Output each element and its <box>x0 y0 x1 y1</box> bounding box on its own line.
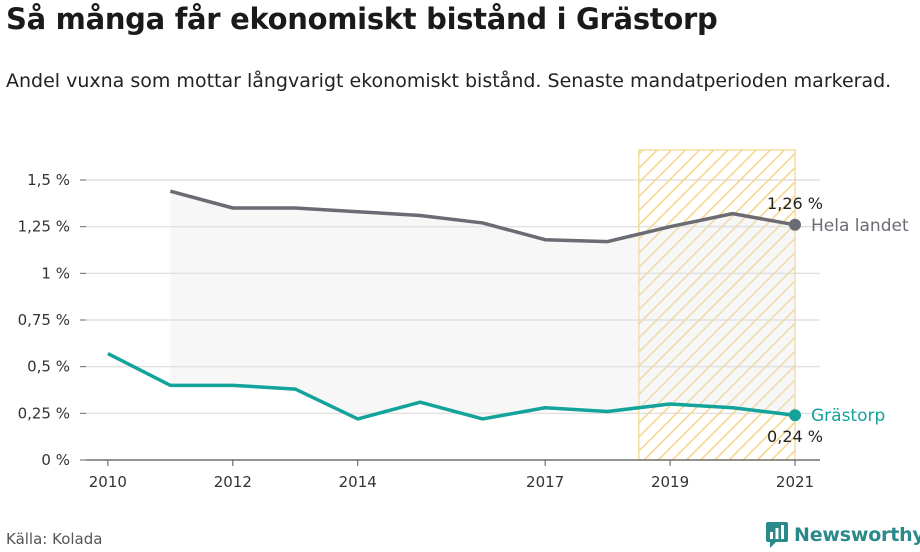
series-lines <box>107 189 802 422</box>
x-tick-label: 2019 <box>651 473 689 491</box>
x-tick-label: 2021 <box>776 473 814 491</box>
y-tick-label: 1,5 % <box>27 171 70 189</box>
x-tick-label: 2010 <box>89 473 127 491</box>
newsworthy-logo-icon <box>766 522 788 548</box>
brand-logo: Newsworthy <box>766 522 920 548</box>
x-tick-label: 2012 <box>214 473 252 491</box>
axes: 0 % 0,25 % 0,5 % 0,75 % 1 % 1,25 % 1,5 % 2010 20… <box>18 171 820 491</box>
range-fill-area <box>170 191 796 419</box>
x-tick-label: 2014 <box>339 473 377 491</box>
series-line-1 <box>169 189 796 244</box>
series-end-point-1 <box>789 218 802 231</box>
y-tick-label: 1 % <box>41 264 70 282</box>
y-tick-label: 0,5 % <box>27 358 70 376</box>
series-name-label: Grästorp <box>811 406 885 426</box>
page-title: Så många får ekonomiskt bistånd i Grästo… <box>6 2 718 36</box>
brand-name: Newsworthy <box>794 524 920 546</box>
x-tick-label: 2017 <box>526 473 564 491</box>
series-name-label: Hela landet <box>811 216 909 236</box>
series-value-label: 1,26 % <box>767 194 823 213</box>
series-line-2 <box>107 352 796 421</box>
range-fill <box>170 191 796 419</box>
page-subtitle: Andel vuxna som mottar långvarigt ekonom… <box>6 70 892 92</box>
series-end-point-2 <box>789 409 802 422</box>
source-note: Källa: Kolada <box>6 530 103 548</box>
y-tick-label: 0 % <box>41 451 70 469</box>
y-tick-label: 0,25 % <box>18 404 70 422</box>
series-value-label: 0,24 % <box>767 427 823 446</box>
y-tick-label: 1,25 % <box>18 218 70 236</box>
y-tick-label: 0,75 % <box>18 311 70 329</box>
